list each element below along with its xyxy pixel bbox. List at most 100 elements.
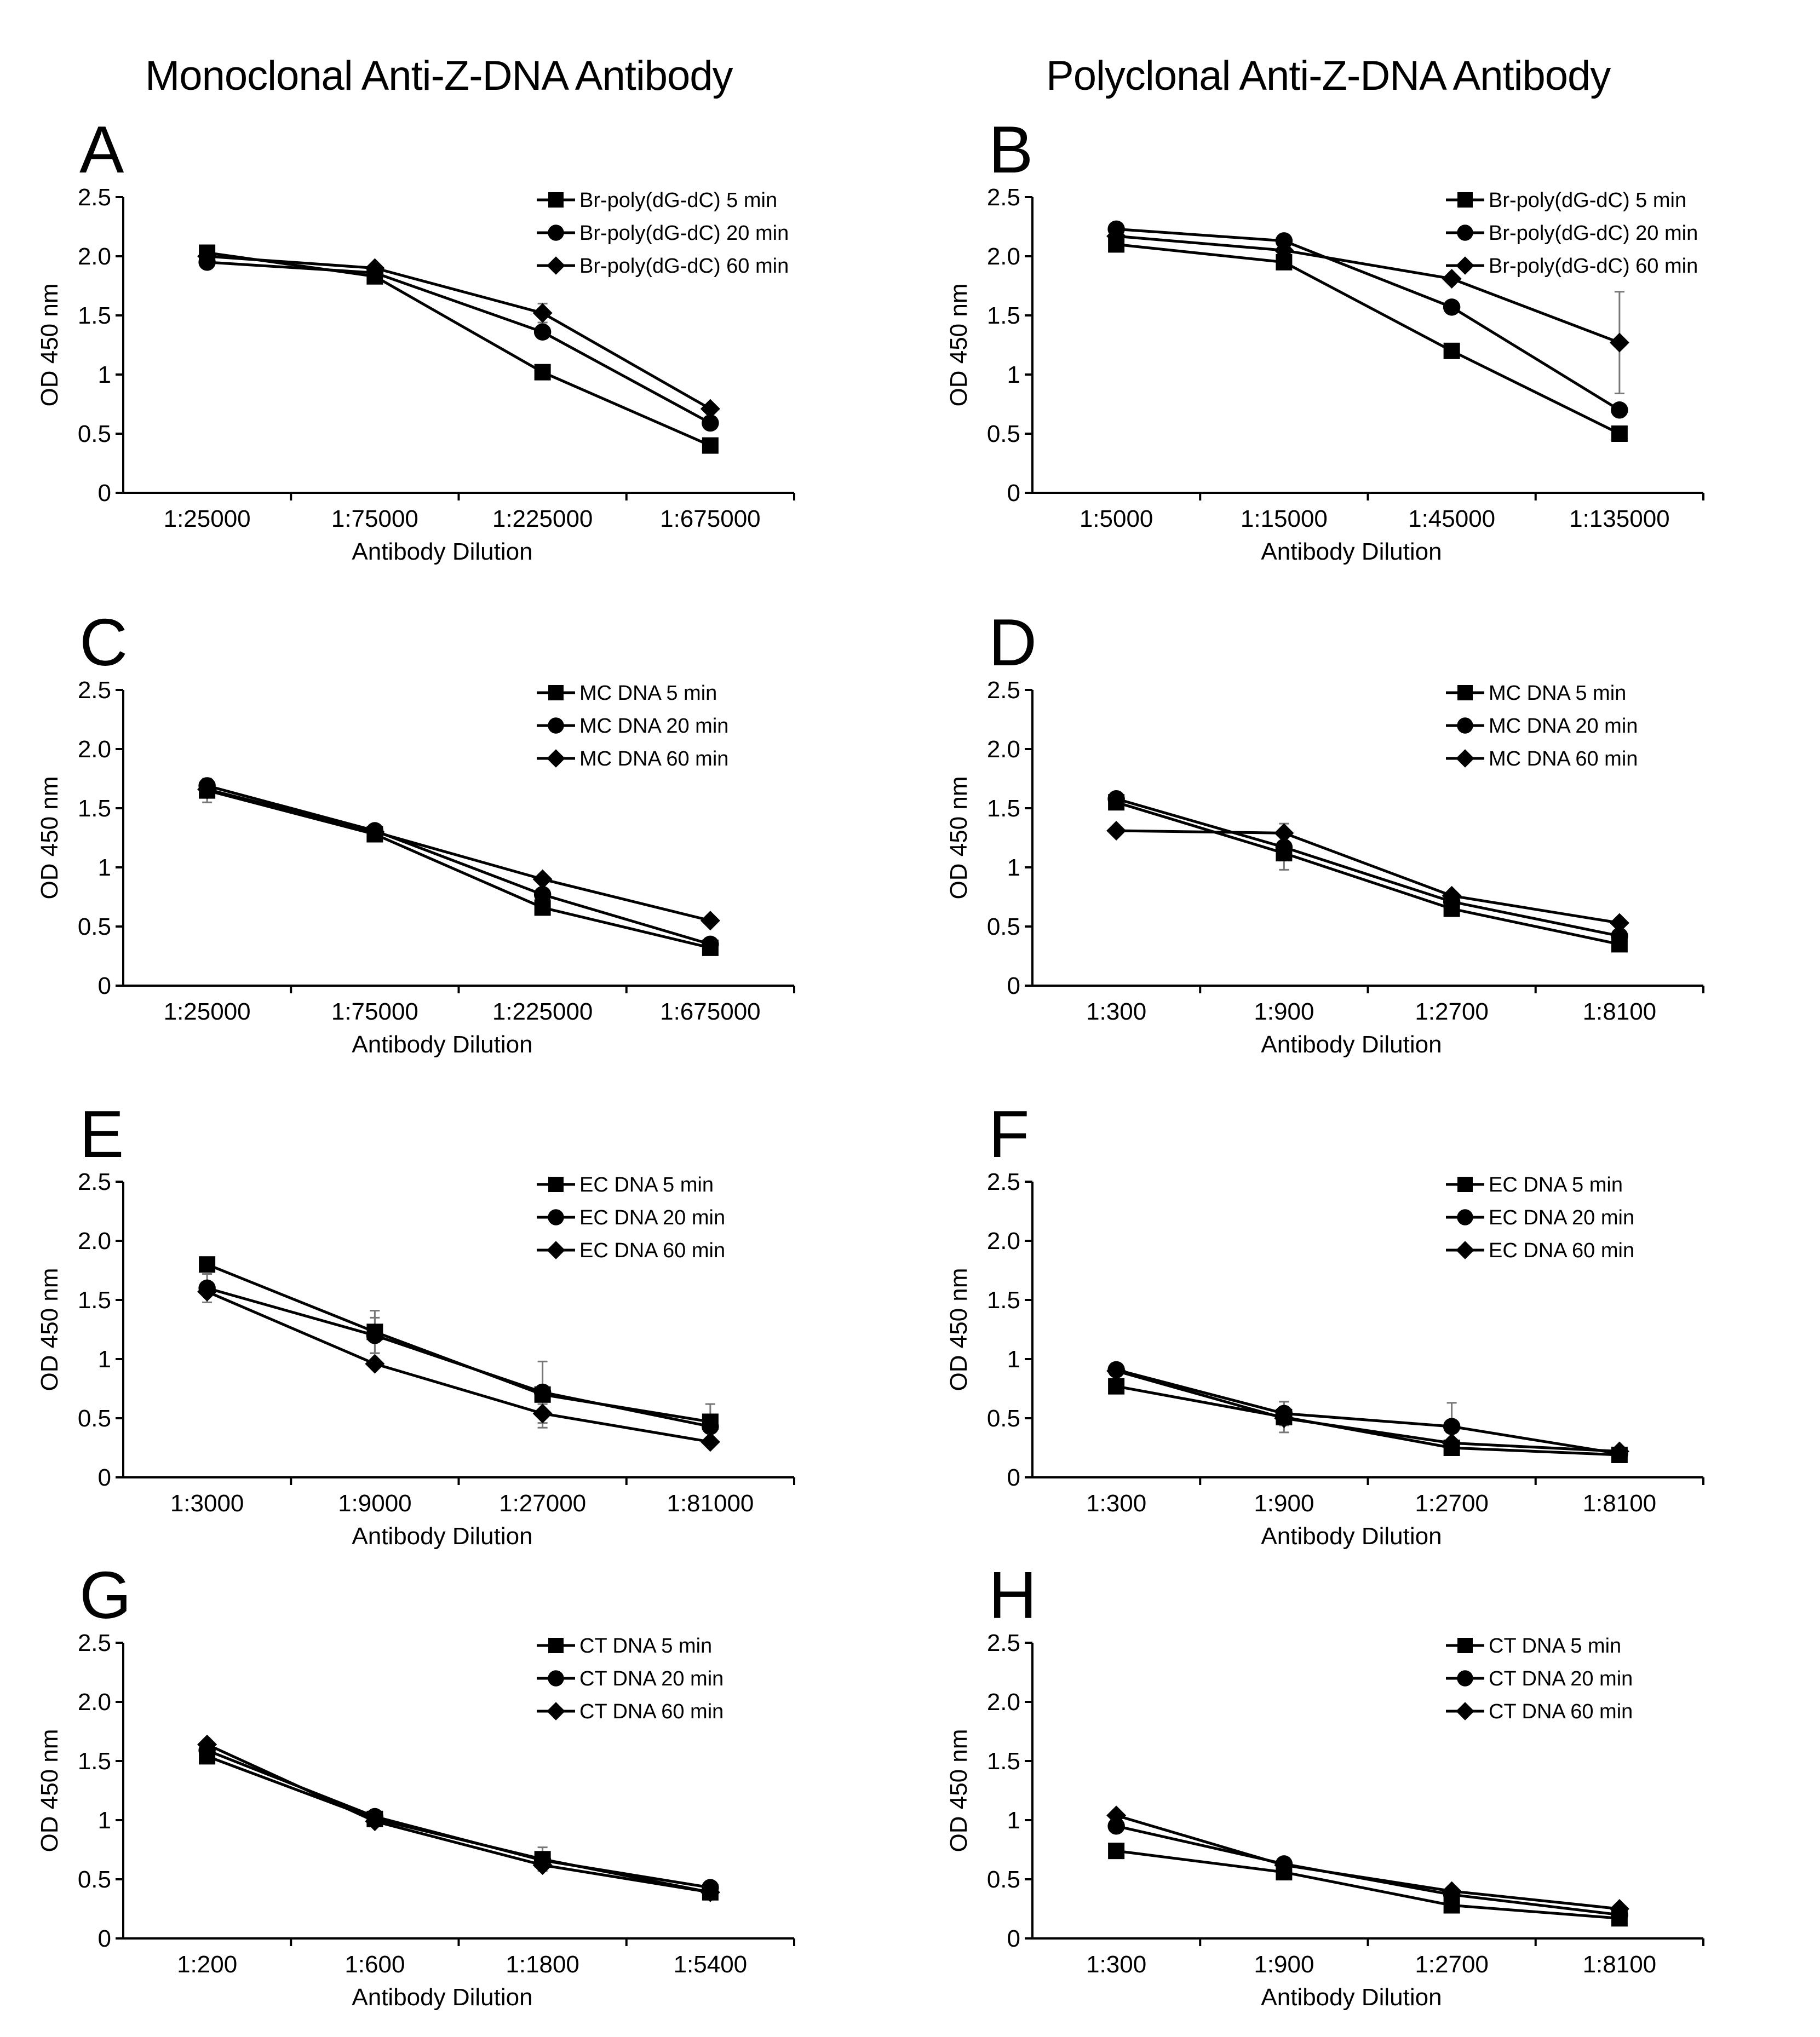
panel-d-x-tick-label: 1:900 (1254, 998, 1314, 1025)
panel-h-x-tick-label: 1:2700 (1415, 1951, 1489, 1978)
panel-f-series-1-point (1108, 1378, 1125, 1395)
panel-e-series-3-point (700, 1432, 720, 1452)
panel-a-y-axis-label: OD 450 nm (36, 284, 63, 407)
panel-h-y-tick-label: 0 (1007, 1925, 1020, 1952)
panel-f-letter: F (989, 1097, 1030, 1171)
panel-e-x-axis-label: Antibody Dilution (352, 1523, 532, 1550)
panel-b-x-tick-label: 1:15000 (1241, 505, 1328, 532)
panel-h-x-axis-label: Antibody Dilution (1261, 1984, 1442, 2011)
panel-h-series-2-point (1107, 1817, 1125, 1835)
panel-f-x-tick-label: 1:2700 (1415, 1490, 1489, 1517)
panel-h-legend-label: CT DNA 5 min (1489, 1635, 1621, 1658)
panel-b-legend-marker (1456, 256, 1474, 275)
panel-h-series-3-point (1274, 1855, 1294, 1875)
panel-f-legend-marker (1457, 1177, 1473, 1192)
panel-b-y-tick-label: 1 (1007, 361, 1020, 388)
panel-g-legend-marker (547, 1702, 565, 1720)
panel-a-x-tick-label: 1:25000 (164, 505, 251, 532)
panel-h-y-tick-label: 1.5 (987, 1748, 1020, 1775)
panel-b-series-3-point (1442, 269, 1462, 289)
panel-f-series-2-line (1116, 1368, 1620, 1455)
panel-c-series-3-point (700, 911, 720, 931)
panel-a-y-tick-label: 2.0 (78, 243, 111, 270)
panel-e-series-3-point (532, 1403, 553, 1424)
panel-c-series-1-line (206, 789, 711, 950)
panel-c-x-axis-label: Antibody Dilution (352, 1031, 532, 1058)
panel-a-y-tick-label: 2.5 (78, 184, 111, 211)
panel-b-x-tick-label: 1:5000 (1080, 505, 1153, 532)
panel-h-legend-marker (1457, 1638, 1473, 1653)
panel-F-svg: F 0 0.5 1 1.5 2.0 2.5 1:300 1:900 1:2700 1:8100 Ant… (945, 1097, 1704, 1550)
panel-g-y-tick-label: 2.5 (78, 1630, 111, 1656)
panel-B-svg: B 0 0.5 1 1.5 2.0 2.5 1:5000 1:15000 1:45000 1:135… (945, 112, 1704, 565)
panel-b-series-1-line (1116, 243, 1620, 435)
panel-d-series-2-point (1275, 838, 1293, 856)
panel-b-series-3-point (1274, 240, 1294, 261)
panel-c-series-3-point (532, 869, 553, 889)
panel-f-y-tick-label: 1 (1007, 1346, 1020, 1373)
panel-e-y-tick-label: 2.5 (78, 1169, 111, 1195)
panel-E: E 0 0.5 1 1.5 2.0 2.5 1:3000 1:9000 1:27000 1:8100… (27, 1094, 838, 1565)
panel-b-series-1-point (1611, 425, 1628, 442)
panel-e-y-tick-label: 0 (98, 1464, 111, 1491)
panel-E-svg: E 0 0.5 1 1.5 2.0 2.5 1:3000 1:9000 1:27000 1:8100… (36, 1097, 795, 1550)
panel-f-y-tick-label: 0 (1007, 1464, 1020, 1491)
panel-G-svg: G 0 0.5 1 1.5 2.0 2.5 1:200 1:600 1:1800 1:5400 Ant… (36, 1558, 795, 2011)
panel-a-legend-marker (548, 192, 564, 208)
panel-d-series-3-point (1442, 885, 1462, 906)
panel-h-legend-marker (1457, 1670, 1473, 1687)
panel-b-legend-marker (1457, 192, 1473, 208)
panel-a-legend-label: Br-poly(dG-dC) 20 min (579, 222, 789, 245)
panel-a-y-tick-label: 0.5 (78, 421, 111, 447)
panel-B: B 0 0.5 1 1.5 2.0 2.5 1:5000 1:15000 1:45000 1:135… (937, 110, 1747, 580)
panel-d-y-tick-label: 0 (1007, 973, 1020, 999)
panel-e-series-1-line (206, 1263, 711, 1423)
panel-e-legend-label: EC DNA 60 min (579, 1239, 725, 1262)
panel-a-series-1-line (206, 251, 711, 447)
panel-g-y-tick-label: 1.5 (78, 1748, 111, 1775)
panel-a-x-tick-label: 1:75000 (331, 505, 418, 532)
panel-D-svg: D 0 0.5 1 1.5 2.0 2.5 1:300 1:900 1:2700 1:8100 Ant… (945, 605, 1704, 1058)
panel-e-letter: E (79, 1097, 124, 1171)
panel-a-y-tick-label: 1.5 (78, 302, 111, 329)
panel-g-x-axis-label: Antibody Dilution (352, 1984, 532, 2011)
panel-e-legend-label: EC DNA 20 min (579, 1206, 725, 1229)
panel-f-x-axis-label: Antibody Dilution (1261, 1523, 1442, 1550)
panel-d-series-3-line (1116, 829, 1620, 924)
panel-h-legend-marker (1456, 1702, 1474, 1720)
panel-c-series-3-line (206, 788, 711, 922)
panel-g-y-tick-label: 0 (98, 1925, 111, 1952)
panel-c-y-tick-label: 2.0 (78, 736, 111, 763)
panel-d-x-tick-label: 1:300 (1086, 998, 1146, 1025)
panel-c-x-tick-label: 1:75000 (331, 998, 418, 1025)
panel-a-series-3-point (700, 399, 720, 419)
panel-e-x-tick-label: 1:3000 (170, 1490, 244, 1517)
panel-g-x-tick-label: 1:200 (177, 1951, 237, 1978)
panel-h-series-1-point (1108, 1843, 1125, 1860)
panel-h-series-3-point (1442, 1881, 1462, 1901)
panel-g-x-tick-label: 1:600 (345, 1951, 405, 1978)
panel-d-legend-label: MC DNA 20 min (1489, 715, 1638, 738)
panel-G: G 0 0.5 1 1.5 2.0 2.5 1:200 1:600 1:1800 1:5400 Ant… (27, 1555, 838, 2026)
panel-h-y-tick-label: 1 (1007, 1807, 1020, 1834)
panel-e-x-tick-label: 1:81000 (667, 1490, 754, 1517)
panel-f-legend-label: EC DNA 60 min (1489, 1239, 1634, 1262)
panel-c-series-3-point (197, 779, 217, 799)
panel-e-series-2-line (206, 1286, 711, 1428)
panel-d-letter: D (989, 605, 1037, 680)
panel-h-series-3-point (1609, 1899, 1629, 1919)
panel-e-series-3-point (197, 1281, 217, 1302)
panel-d-x-tick-label: 1:2700 (1415, 998, 1489, 1025)
panel-a-series-3-point (365, 258, 385, 278)
panel-e-series-3-point (365, 1354, 385, 1374)
panel-a-legend-marker (547, 256, 565, 275)
panel-e-x-tick-label: 1:9000 (338, 1490, 412, 1517)
panel-e-series-3-line (206, 1290, 711, 1443)
panel-g-x-tick-label: 1:1800 (506, 1951, 579, 1978)
panel-D: D 0 0.5 1 1.5 2.0 2.5 1:300 1:900 1:2700 1:8100 Ant… (937, 602, 1747, 1073)
panel-e-x-tick-label: 1:27000 (499, 1490, 586, 1517)
panel-h-y-tick-label: 2.0 (987, 1689, 1020, 1716)
panel-d-y-tick-label: 1 (1007, 854, 1020, 881)
panel-d-series-2-line (1116, 797, 1620, 937)
panel-d-legend-label: MC DNA 5 min (1489, 682, 1626, 705)
